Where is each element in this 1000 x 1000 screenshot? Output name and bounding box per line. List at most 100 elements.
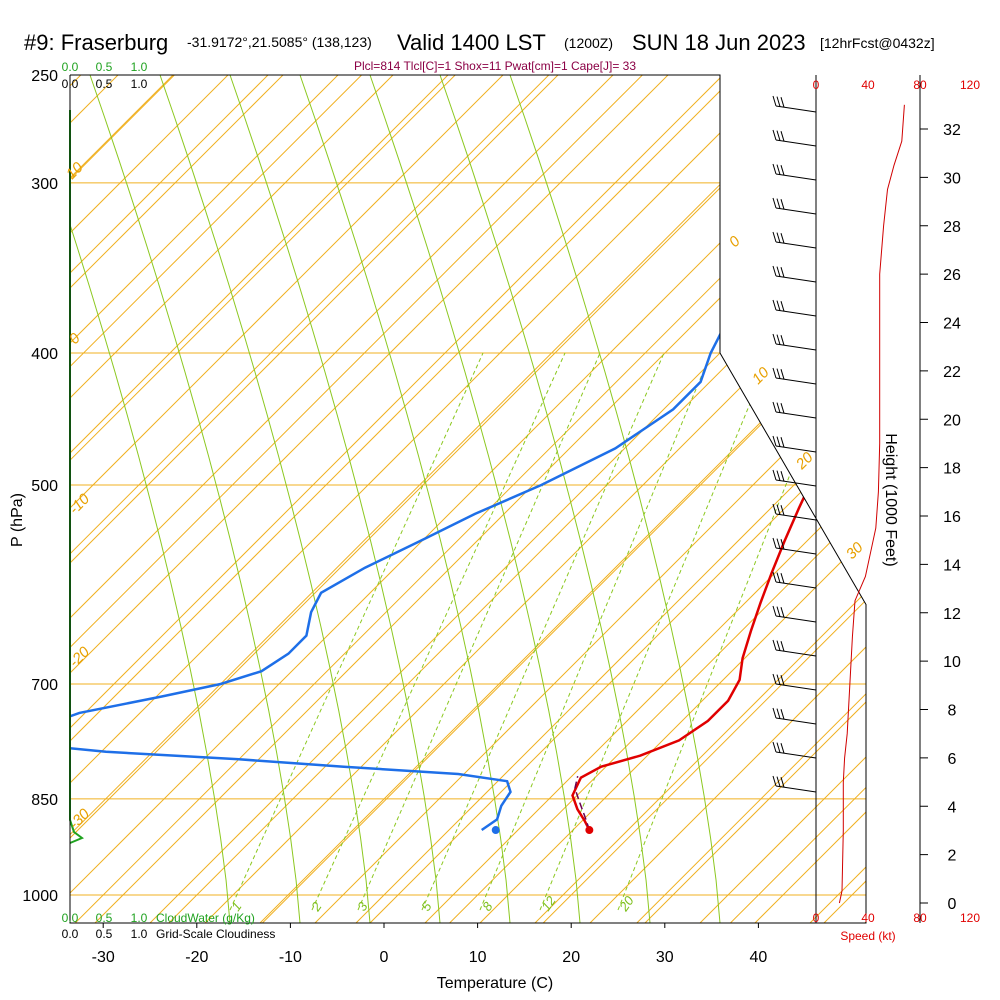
wind-speed-tick-top: 120	[960, 78, 980, 92]
wind-barb-flag	[772, 537, 777, 549]
wind-barb-flag	[776, 470, 781, 481]
wind-barb-flag	[780, 505, 785, 516]
wind-barb-flag	[776, 334, 781, 345]
dry-adiabat-line	[70, 75, 666, 923]
mixing-ratio-label: 20	[616, 893, 638, 915]
isotherm-line	[70, 75, 199, 923]
dry-adiabat-line	[644, 75, 866, 923]
moist-adiabat-line	[509, 75, 721, 923]
moist-adiabat-line	[369, 75, 581, 923]
utc-time: (1200Z)	[564, 35, 613, 51]
dry-adiabat-line	[70, 75, 611, 923]
dry-adiabat-line	[369, 75, 866, 923]
wind-barb-flag	[772, 367, 777, 379]
cloud-water-tick-top: 1.0	[131, 60, 148, 74]
wind-barb-flag	[776, 640, 781, 651]
wind-barb-shaft	[775, 649, 817, 657]
wind-barb-flag	[772, 605, 777, 617]
pressure-tick-label: 500	[31, 478, 58, 495]
isotherm-line	[70, 75, 387, 923]
wind-barb-flag	[776, 164, 781, 175]
cloud-cover-tick-bottom: 0.0	[62, 927, 79, 941]
wind-speed-tick-top: 40	[861, 78, 875, 92]
cloud-water-tick-top: 0.0	[62, 60, 79, 74]
wind-barb-flag	[780, 165, 785, 176]
wind-barb-flag	[772, 707, 777, 719]
dry-adiabat-line	[70, 75, 501, 923]
wind-barb-shaft	[775, 105, 817, 113]
wind-barb-flag	[772, 197, 777, 209]
wind-barb-shaft	[775, 139, 817, 147]
height-tick-label: 24	[943, 316, 961, 333]
cloud-cover-tick-bottom: 0.5	[96, 927, 113, 941]
wind-barb-flag	[772, 639, 777, 651]
plot-area	[70, 75, 866, 923]
isotherm-line	[354, 75, 866, 923]
wind-barb-flag	[772, 265, 777, 277]
isotherm-line	[822, 75, 866, 923]
wind-barb-flag	[780, 301, 785, 312]
wind-barb-flag	[772, 469, 777, 481]
wind-barb-shaft	[775, 377, 817, 385]
dry-adiabat-line	[589, 75, 866, 923]
isotherm-label: 30	[843, 539, 867, 563]
isotherm-label: 0	[726, 232, 744, 250]
temperature-tick-label: 10	[469, 949, 487, 966]
wind-barb-flag	[772, 333, 777, 345]
cloud-water-line	[69, 110, 84, 844]
cloud-water-tick-bottom: 1.0	[131, 911, 148, 925]
dry-adiabat-line	[70, 75, 866, 923]
dry-adiabat-line	[70, 75, 776, 923]
height-tick-label: 14	[943, 557, 961, 574]
wind-barb-shaft	[775, 241, 817, 249]
wind-barb-flag	[780, 675, 785, 686]
dewpoint-line	[70, 98, 799, 832]
surface-temperature-marker	[585, 826, 594, 835]
wind-barb-flag	[780, 233, 785, 244]
wind-barb-flag	[776, 130, 781, 141]
dry-adiabat-line	[424, 75, 866, 923]
wind-barb-flag	[780, 267, 785, 278]
wind-barb-flag	[780, 437, 785, 448]
wind-barb-flag	[776, 96, 781, 107]
dry-adiabat-line	[534, 75, 866, 923]
temperature-tick-label: -30	[92, 949, 115, 966]
isotherm-line	[70, 75, 761, 923]
wind-barb-flag	[772, 299, 777, 311]
pressure-tick-label: 300	[31, 176, 58, 193]
wind-speed-tick-bottom: 80	[913, 911, 927, 925]
wind-barb-flag	[776, 538, 781, 549]
cloud-cover-tick-bottom: 1.0	[131, 927, 148, 941]
wind-barb-flag	[776, 232, 781, 243]
temperature-tick-label: -20	[185, 949, 208, 966]
dry-adiabat-line	[149, 75, 866, 923]
forecast-date: SUN 18 Jun 2023	[632, 30, 806, 55]
height-tick-label: 20	[943, 412, 961, 429]
wind-barb-shaft	[775, 547, 817, 555]
wind-speed-axis-title: Speed (kt)	[840, 929, 895, 943]
wind-barb-flag	[780, 335, 785, 346]
station-coords: -31.9172°,21.5085° (138,123)	[187, 34, 372, 50]
wind-speed-tick-bottom: 40	[861, 911, 875, 925]
mixing-ratio-line	[229, 352, 484, 911]
wind-speed-tick-bottom: 0	[813, 911, 820, 925]
wind-speed-tick-top: 80	[913, 78, 927, 92]
wind-barb-flag	[772, 95, 777, 107]
height-tick-label: 4	[948, 799, 957, 816]
height-tick-label: 32	[943, 122, 961, 139]
wind-barb-flag	[772, 435, 777, 447]
mixing-ratio-line	[617, 352, 839, 911]
wind-barb-flag	[776, 300, 781, 311]
wind-barb-flag	[776, 266, 781, 277]
moist-adiabat-line	[159, 75, 371, 923]
wind-barb-flag	[780, 539, 785, 550]
cloud-water-tick-bottom: 0.5	[96, 911, 113, 925]
wind-barb-flag	[776, 674, 781, 685]
isotherm-line	[261, 75, 866, 923]
isotherm-line	[70, 75, 293, 923]
height-tick-label: 10	[943, 654, 961, 671]
moist-adiabat-line	[229, 75, 441, 923]
mixing-ratio-label: 5	[418, 899, 435, 914]
wind-speed-tick-bottom: 120	[960, 911, 980, 925]
